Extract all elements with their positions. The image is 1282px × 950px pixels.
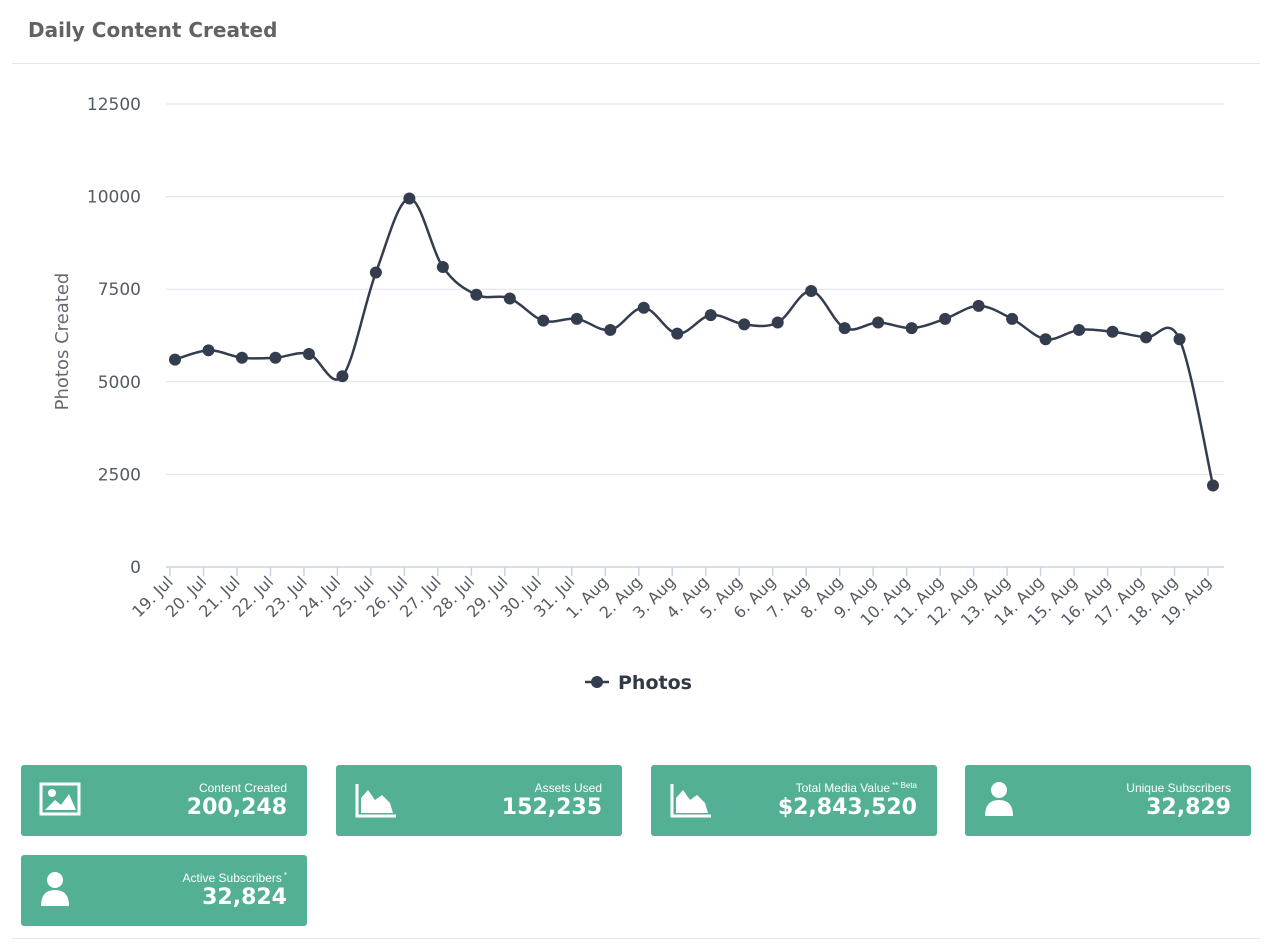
data-point-29[interactable] — [1140, 331, 1153, 344]
y-axis-title: Photos Created — [52, 273, 73, 411]
card-label: Total Media Value — [795, 781, 891, 795]
data-point-28[interactable] — [1106, 325, 1119, 338]
footer-divider — [12, 938, 1260, 939]
data-point-3[interactable] — [269, 351, 282, 364]
data-point-18[interactable] — [771, 316, 784, 329]
area-chart-icon — [670, 784, 711, 818]
data-point-1[interactable] — [202, 344, 215, 357]
legend[interactable]: Photos — [585, 672, 692, 694]
card-value: 32,829 — [1146, 795, 1231, 820]
card-label-sup: * — [283, 871, 287, 880]
y-tick-label: 0 — [130, 558, 141, 578]
grid-lines — [166, 103, 1224, 475]
data-point-23[interactable] — [939, 312, 952, 325]
card-value: 152,235 — [501, 795, 602, 820]
unique-subscribers-card[interactable]: Unique Subscribers 32,829 — [965, 765, 1251, 836]
data-point-22[interactable] — [905, 322, 918, 335]
data-point-14[interactable] — [637, 301, 650, 314]
card-value: 32,824 — [202, 885, 287, 910]
header-divider — [12, 63, 1260, 64]
data-point-10[interactable] — [503, 292, 516, 305]
data-point-16[interactable] — [704, 309, 717, 322]
data-point-12[interactable] — [570, 312, 583, 325]
y-tick-label: 2500 — [98, 465, 141, 485]
active-subscribers-card[interactable]: Active Subscribers * 32,824 — [21, 855, 307, 926]
y-tick-label: 12500 — [87, 95, 141, 115]
data-point-0[interactable] — [169, 353, 181, 366]
data-point-11[interactable] — [537, 314, 550, 327]
data-point-15[interactable] — [671, 327, 684, 340]
y-tick-label: 10000 — [87, 188, 141, 208]
data-point-27[interactable] — [1073, 323, 1086, 336]
card-label: Content Created — [198, 781, 287, 795]
data-point-26[interactable] — [1039, 333, 1052, 346]
card-label: Active Subscribers — [182, 871, 282, 885]
data-point-20[interactable] — [838, 322, 851, 335]
card-label: Assets Used — [534, 781, 602, 795]
data-point-7[interactable] — [403, 192, 416, 205]
card-value: $2,843,520 — [777, 795, 917, 820]
data-point-6[interactable] — [369, 266, 382, 279]
card-label-sup: ** Beta — [892, 781, 917, 790]
data-point-25[interactable] — [1006, 312, 1019, 325]
image-icon — [39, 782, 81, 816]
panel-title: Daily Content Created — [28, 18, 278, 42]
data-point-5[interactable] — [336, 370, 349, 383]
data-point-31[interactable] — [1207, 479, 1219, 492]
user-icon — [41, 872, 69, 906]
area-chart-icon — [355, 784, 396, 818]
data-point-21[interactable] — [872, 316, 885, 329]
data-point-24[interactable] — [972, 299, 985, 312]
content-created-card[interactable]: Content Created 200,248 — [21, 765, 307, 836]
data-point-2[interactable] — [235, 351, 248, 364]
assets-used-card[interactable]: Assets Used 152,235 — [336, 765, 622, 836]
series-photos[interactable] — [169, 192, 1219, 492]
card-label: Unique Subscribers — [1126, 781, 1231, 795]
data-point-30[interactable] — [1173, 333, 1186, 346]
y-tick-label: 7500 — [98, 280, 141, 300]
y-tick-label: 5000 — [98, 373, 141, 393]
data-point-4[interactable] — [302, 348, 315, 361]
data-point-19[interactable] — [805, 285, 818, 298]
legend-marker-icon — [591, 676, 603, 688]
data-point-9[interactable] — [470, 288, 483, 301]
data-point-8[interactable] — [436, 260, 449, 273]
data-point-13[interactable] — [604, 323, 617, 336]
total-media-value-card[interactable]: Total Media Value ** Beta $2,843,520 — [651, 765, 937, 836]
series-line-photos — [174, 197, 1215, 486]
card-value: 200,248 — [186, 795, 287, 820]
data-point-17[interactable] — [738, 318, 751, 331]
user-icon — [985, 782, 1013, 816]
legend-label-photos[interactable]: Photos — [618, 672, 692, 694]
y-axis: 12500 10000 7500 5000 2500 0 — [87, 95, 141, 578]
